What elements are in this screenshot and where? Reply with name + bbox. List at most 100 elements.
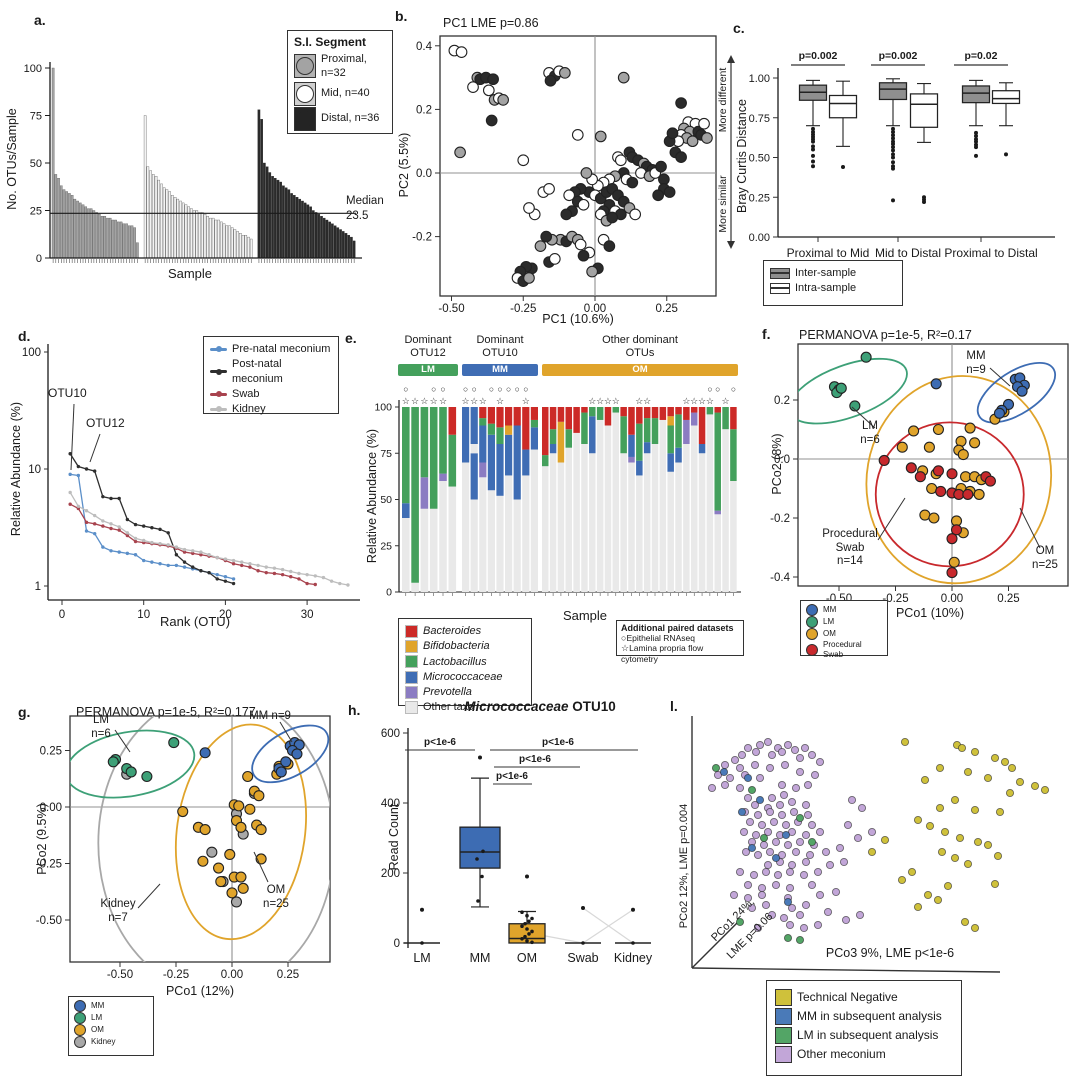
svg-text:20: 20 [219, 609, 232, 621]
svg-text:-0.2: -0.2 [770, 513, 790, 525]
svg-text:0.2: 0.2 [774, 395, 790, 407]
panel-f-chart: -0.50 -0.25 0.00 0.250.20.0-0.2-0.4 [770, 343, 1069, 605]
cat-proximal-to-distal: Proximal to Distal [944, 246, 1038, 260]
svg-text:☆: ☆ [698, 396, 706, 406]
legend-proximal: Proximal, n=32 [321, 53, 367, 80]
bacteroides-swatch-icon [405, 624, 418, 638]
pvalue-prox-mid: p=0.002 [798, 50, 838, 62]
svg-text:○: ○ [497, 384, 502, 394]
legend-distal: Distal, n=36 [321, 112, 380, 125]
mm-dot-icon [806, 604, 818, 616]
svg-text:10: 10 [28, 464, 41, 476]
svg-text:0.25: 0.25 [656, 303, 678, 315]
g-lm-dot-icon [74, 1012, 86, 1024]
header-dominant-otu10: Dominant OTU10 [476, 334, 524, 359]
panel-c-more-similar: More similar [717, 175, 729, 233]
header-other-dominant: Other dominant OTUs [602, 334, 678, 359]
band-lm: LM [398, 364, 458, 376]
svg-text:75: 75 [30, 111, 42, 123]
legend-other-meconium: Other meconium [797, 1046, 886, 1061]
svg-text:○: ○ [431, 384, 436, 394]
svg-text:0.25: 0.25 [40, 746, 62, 758]
om-dot-icon [806, 628, 818, 640]
legend-f-om: OM [823, 628, 836, 638]
legend-prevotella: Prevotella [423, 686, 472, 699]
panel-b-chart: -0.50 -0.25 0.00 0.25 0.4 0.2 0.0 -0.2 [412, 35, 717, 315]
legend-lm-subsequent: LM in subsequent analysis [797, 1027, 939, 1042]
panel-c-label: c. [733, 20, 745, 36]
legend-intra-sample: Intra-sample [795, 282, 857, 295]
svg-text:p<1e-6: p<1e-6 [542, 737, 574, 748]
cat-proximal-to-mid: Proximal to Mid [786, 246, 870, 260]
panel-a-ylabel: No. OTUs/Sample [5, 108, 19, 210]
svg-text:○: ○ [403, 384, 408, 394]
taxa-legend: Bacteroides Bifidobacteria Lactobacillus… [398, 618, 532, 715]
mm-subsequent-swatch-icon [775, 1008, 792, 1025]
ann-g-lm: LM n=6 [91, 714, 111, 740]
lm-dot-icon [806, 616, 818, 628]
legend-epithelial-rnaseq: Epithelial RNAseq [626, 633, 695, 643]
panel-g-ylabel: PCo2 (9.5%) [35, 803, 49, 875]
svg-text:☆: ☆ [604, 396, 612, 406]
panel-e-xlabel: Sample [562, 608, 608, 623]
svg-text:0.00: 0.00 [584, 303, 606, 315]
svg-text:-0.50: -0.50 [438, 303, 464, 315]
ann-lm: LM n=6 [860, 420, 880, 446]
panel-f-xlabel: PCo1 (10%) [895, 606, 965, 620]
svg-text:0.25: 0.25 [997, 593, 1019, 605]
kidney-glyph-icon [210, 406, 227, 413]
svg-text:0.75: 0.75 [749, 113, 770, 125]
band-mm: MM [462, 364, 538, 376]
svg-text:-0.50: -0.50 [107, 969, 133, 981]
svg-text:0: 0 [394, 938, 400, 950]
inter-sample-glyph-icon [770, 267, 790, 279]
panel-d-xlabel: Rank (OTU) [159, 614, 231, 629]
panel-h-title: Micrococcaceae OTU10 [420, 699, 660, 714]
svg-text:-0.25: -0.25 [36, 859, 62, 871]
svg-text:☆: ☆ [690, 396, 698, 406]
panel-c-chart: 1.00 0.75 0.50 0.25 0.00 [727, 55, 1055, 249]
svg-text:75: 75 [380, 448, 392, 460]
svg-text:MM: MM [470, 951, 491, 965]
panel-b-xlabel: PC1 (10.6%) [542, 312, 614, 326]
si-legend-title: S.I. Segment [294, 35, 367, 49]
svg-text:100: 100 [22, 347, 41, 359]
panel-b-label: b. [395, 8, 408, 24]
panel-i-chart [691, 716, 1050, 973]
proximal-swatch-icon [294, 54, 316, 79]
panel-g-label: g. [18, 704, 31, 720]
svg-text:0.4: 0.4 [416, 41, 433, 53]
median-label: Median [346, 195, 384, 207]
other-taxa-swatch-icon [405, 701, 418, 715]
svg-text:Swab: Swab [567, 951, 598, 965]
legend-g-mm: MM [91, 1000, 105, 1010]
panel-i-label: l. [670, 698, 678, 714]
legend-g-lm: LM [91, 1012, 103, 1022]
panel-a-label: a. [34, 12, 46, 28]
bifidobacteria-swatch-icon [405, 639, 418, 653]
svg-text:☆: ☆ [643, 396, 651, 406]
panel-b-title: PC1 LME p=0.86 [443, 16, 539, 30]
svg-text:600: 600 [381, 728, 400, 740]
g-mm-dot-icon [74, 1000, 86, 1012]
svg-text:25: 25 [380, 540, 392, 552]
distal-swatch-icon [294, 106, 316, 131]
svg-text:-0.25: -0.25 [163, 969, 189, 981]
panel-h-ylabel: Read Count [387, 803, 401, 871]
svg-text:100: 100 [374, 402, 392, 414]
pvalue-mid-distal: p=0.002 [878, 50, 918, 62]
prevotella-swatch-icon [405, 685, 418, 699]
svg-text:-0.4: -0.4 [770, 572, 790, 584]
panel-f-legend: MM LM OM Procedural Swab [800, 600, 888, 659]
legend-bacteroides: Bacteroides [423, 625, 482, 637]
ann-mm: MM n=9 [966, 350, 986, 376]
svg-text:○: ○ [489, 384, 494, 394]
micrococcaceae-swatch-icon [405, 670, 418, 684]
panel-c-ylabel: Bray Curtis Distance [735, 99, 749, 213]
legend-swab: Swab [232, 387, 260, 400]
legend-technical-negative: Technical Negative [797, 989, 898, 1004]
svg-text:0.25: 0.25 [277, 969, 299, 981]
svg-text:☆: ☆ [588, 396, 596, 406]
svg-text:○: ○ [523, 384, 528, 394]
